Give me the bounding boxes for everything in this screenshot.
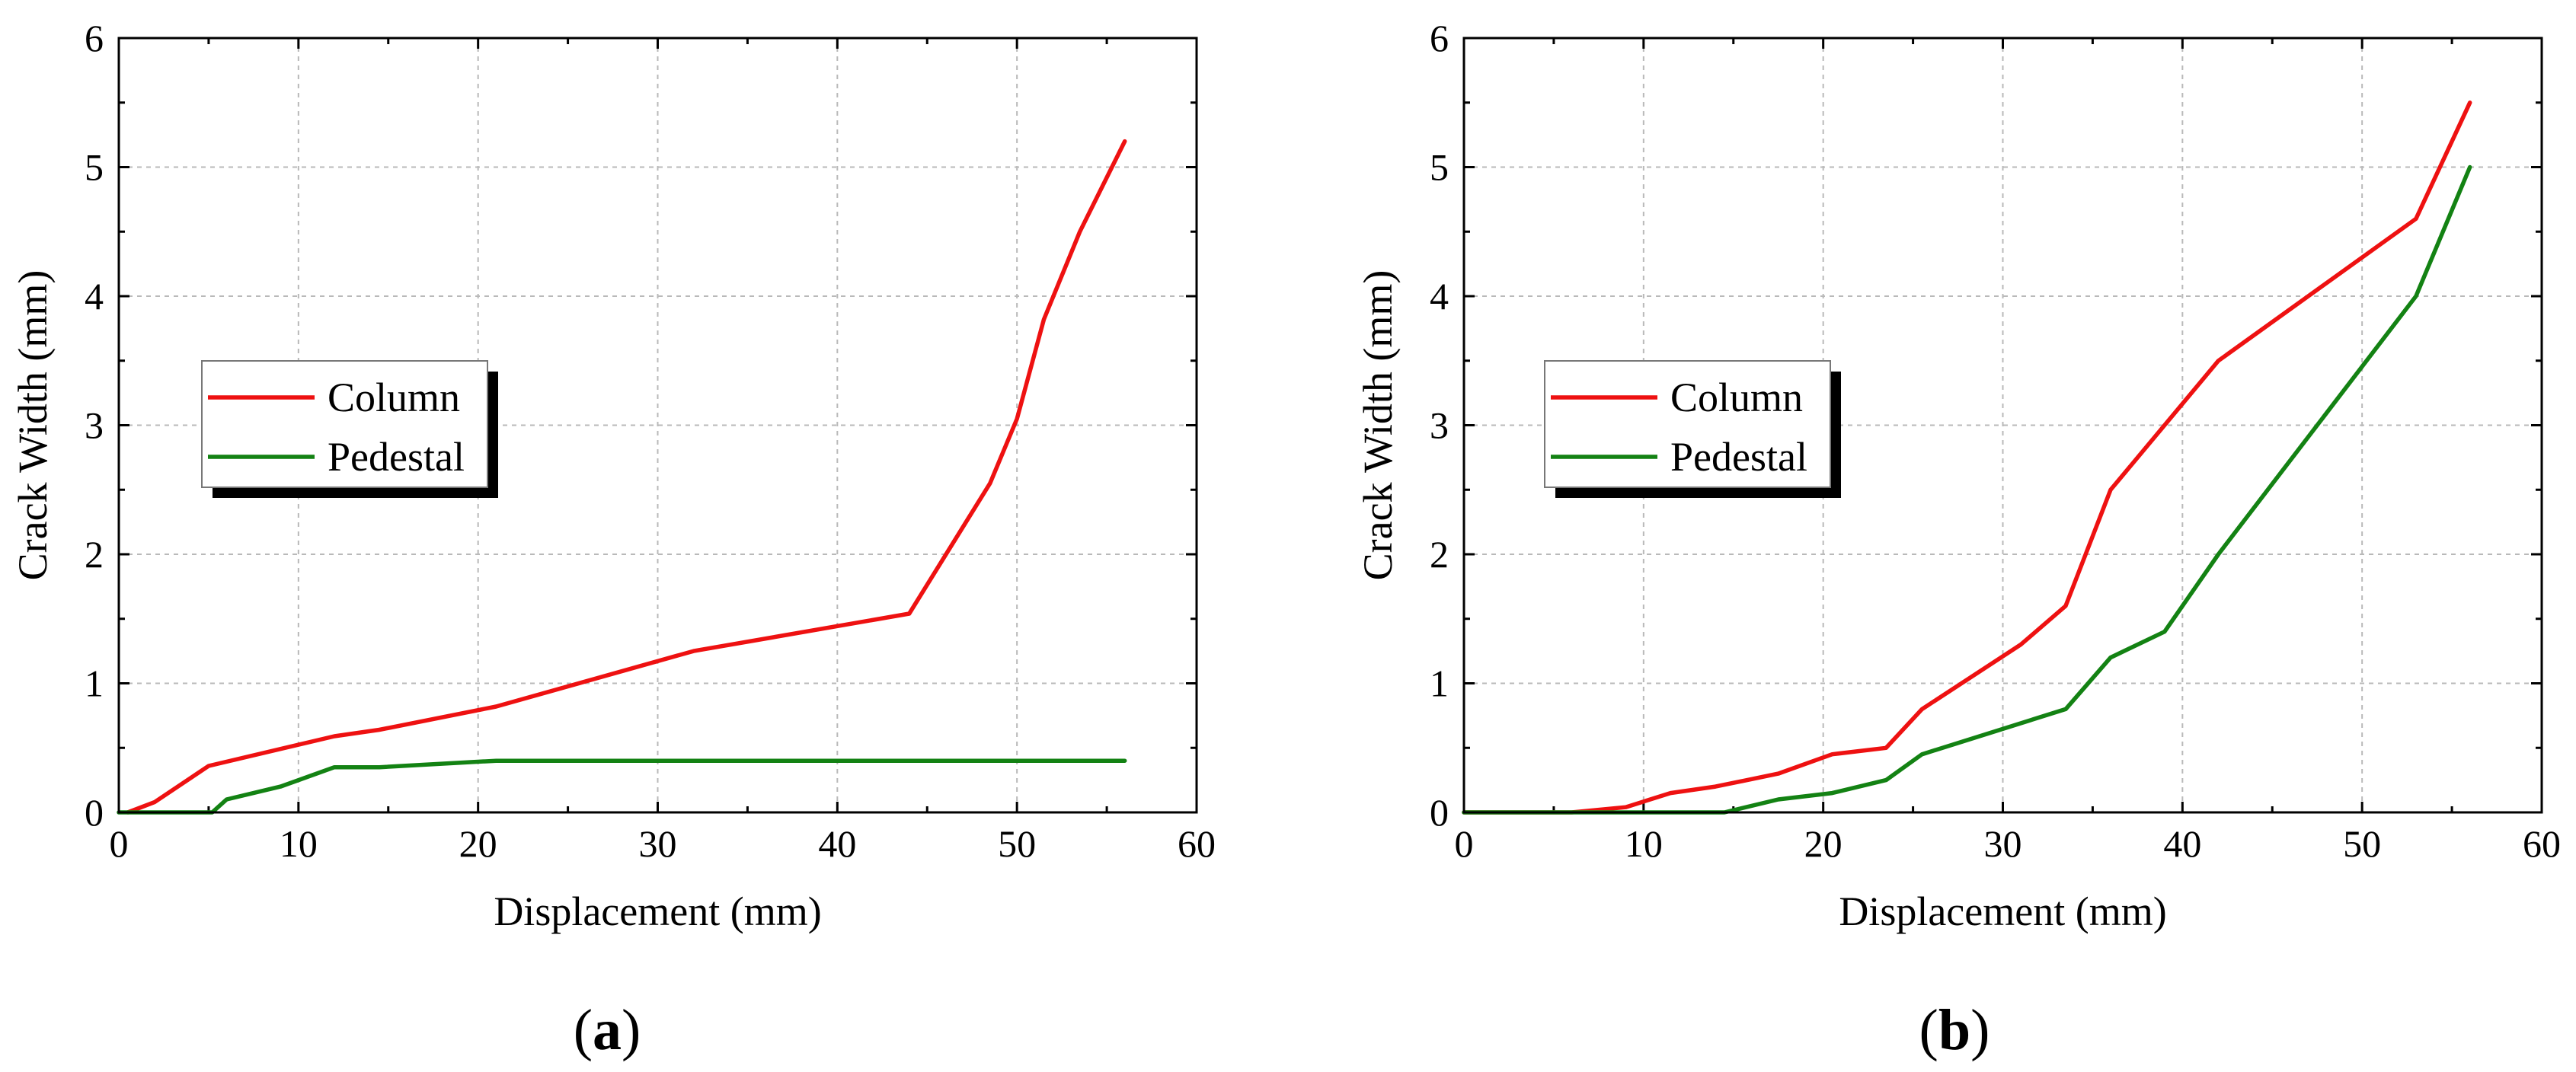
y-tick-label: 3 <box>1430 404 1449 447</box>
x-tick-label: 0 <box>110 822 129 865</box>
x-tick-label: 20 <box>1804 822 1843 865</box>
y-axis-title: Crack Width (mm) <box>10 270 56 581</box>
x-tick-label: 10 <box>280 822 318 865</box>
y-tick-label: 2 <box>85 533 104 576</box>
series-line-column <box>126 139 1127 815</box>
plot-frame <box>117 37 1198 814</box>
legend: Column Pedestal <box>201 360 498 498</box>
x-tick-label: 30 <box>1984 822 2022 865</box>
y-tick-label: 4 <box>1430 275 1449 317</box>
legend-box <box>201 360 488 488</box>
x-tick-label: 0 <box>1455 822 1474 865</box>
series-line-pedestal <box>117 758 1127 815</box>
y-axis-title: Crack Width (mm) <box>1355 270 1401 581</box>
y-tick-label: 1 <box>85 662 104 705</box>
legend-box <box>1544 360 1831 488</box>
plot-frame <box>1462 37 2543 814</box>
x-tick-label: 40 <box>2163 822 2201 865</box>
panel-label: (a) <box>574 998 641 1062</box>
y-tick-label: 3 <box>85 404 104 447</box>
y-tick-label: 6 <box>1430 17 1449 59</box>
y-tick-label: 2 <box>1430 533 1449 576</box>
x-tick-label: 30 <box>639 822 677 865</box>
x-tick-label: 50 <box>998 822 1036 865</box>
panel-label: (b) <box>1919 998 1990 1062</box>
y-tick-label: 0 <box>85 791 104 834</box>
legend-label-pedestal: Pedestal <box>1670 434 1807 480</box>
chart-panel-a: 0 10 20 30 40 50 60 0 1 2 3 4 5 6 Displacement (mm) Cra… <box>10 17 1216 1062</box>
x-tick-label: 60 <box>1178 822 1216 865</box>
series-line-column <box>1462 100 2472 815</box>
y-tick-label: 0 <box>1430 791 1449 834</box>
y-tick-label: 4 <box>85 275 104 317</box>
chart-panel-b: 0 10 20 30 40 50 60 0 1 2 3 4 5 6 Displacement (mm) Cra… <box>1355 17 2561 1062</box>
x-tick-label: 60 <box>2523 822 2561 865</box>
y-tick-label: 5 <box>1430 146 1449 189</box>
x-axis-title: Displacement (mm) <box>494 889 821 934</box>
series-line-pedestal <box>1462 164 2472 815</box>
legend-label-column: Column <box>328 375 460 420</box>
y-tick-label: 1 <box>1430 662 1449 705</box>
x-tick-label: 50 <box>2343 822 2381 865</box>
x-axis-title: Displacement (mm) <box>1839 889 2166 934</box>
x-tick-label: 10 <box>1625 822 1663 865</box>
legend: Column Pedestal <box>1544 360 1841 498</box>
x-tick-label: 40 <box>818 822 856 865</box>
y-tick-label: 5 <box>85 146 104 189</box>
x-tick-label: 20 <box>459 822 497 865</box>
y-tick-label: 6 <box>85 17 104 59</box>
legend-label-column: Column <box>1670 375 1803 420</box>
legend-label-pedestal: Pedestal <box>328 434 465 480</box>
